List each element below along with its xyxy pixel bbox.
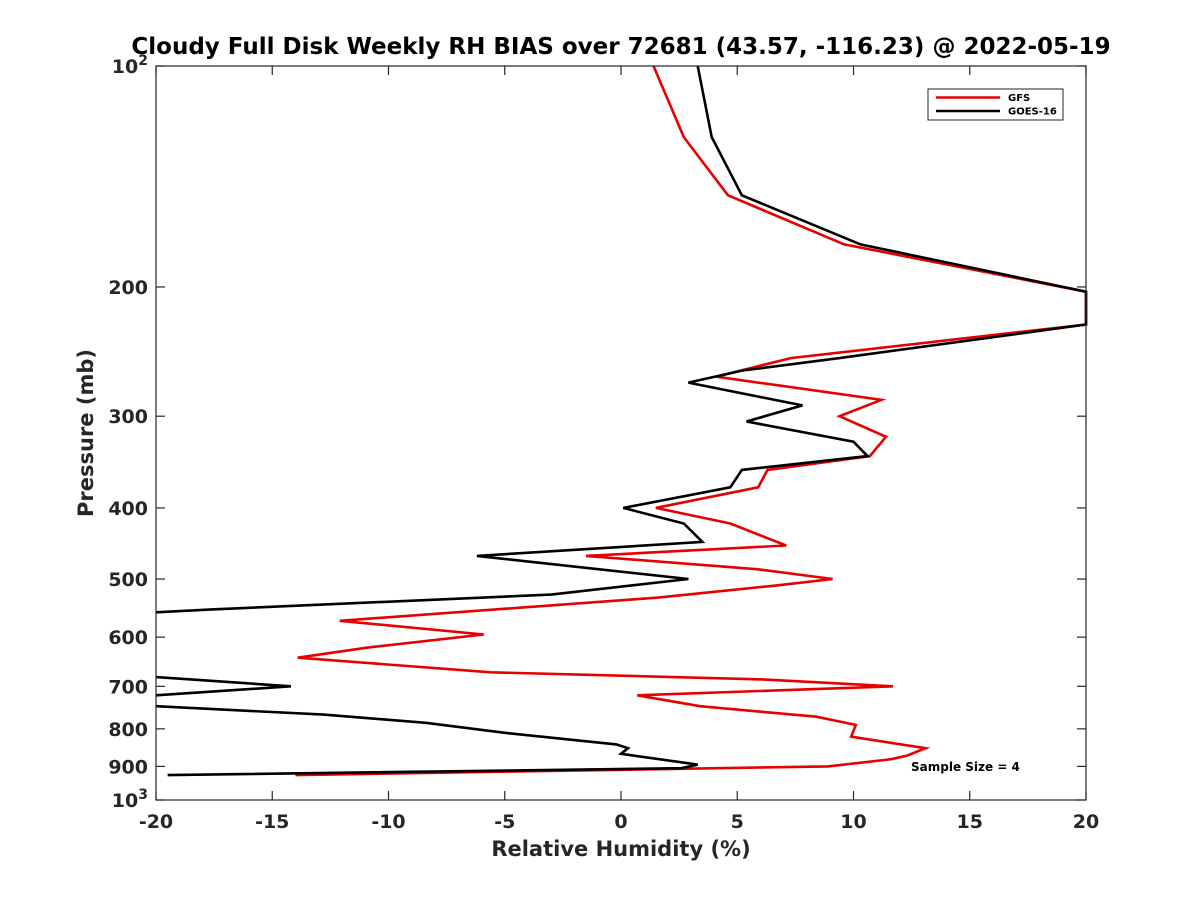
series-line-goes16: [155, 65, 1088, 614]
y-tick-label: 200: [108, 277, 148, 299]
legend-label-goes16: GOES-16: [1008, 107, 1057, 118]
y-tick-label: 900: [108, 756, 148, 778]
y-tick-label: 400: [108, 498, 148, 520]
y-tick-label: 103: [112, 787, 148, 812]
y-axis: 102 200 300 400 500 600 700 800 900 103: [108, 53, 1086, 812]
legend: GFS GOES-16: [927, 88, 1064, 121]
x-tick-label: 5: [731, 811, 744, 833]
plot-lines: [155, 65, 1088, 777]
series-line-goes16-segment-3: [155, 704, 698, 777]
y-axis-label: Pressure (mb): [74, 349, 98, 517]
series-line-gfs: [295, 65, 1088, 777]
y-tick-label: 600: [108, 627, 148, 649]
x-tick-label: -5: [494, 811, 515, 833]
chart-title: Cloudy Full Disk Weekly RH BIAS over 726…: [131, 34, 1110, 60]
x-tick-label: 15: [957, 811, 983, 833]
sample-size-annotation: Sample Size = 4: [911, 760, 1020, 774]
x-tick-label: 10: [840, 811, 866, 833]
series-line-goes16-segment-2: [155, 675, 291, 697]
x-tick-label: 0: [614, 811, 627, 833]
legend-box: [927, 88, 1064, 121]
x-axis: -20 -15 -10 -5 0 5 10 15 20: [139, 66, 1099, 833]
x-tick-label: -20: [139, 811, 173, 833]
y-tick-label: 800: [108, 719, 148, 741]
x-tick-label: -10: [371, 811, 405, 833]
y-tick-label: 102: [112, 53, 148, 78]
x-tick-label: -15: [255, 811, 289, 833]
y-tick-label: 700: [108, 676, 148, 698]
plot-frame: [155, 65, 1087, 801]
x-axis-label: Relative Humidity (%): [491, 837, 750, 861]
y-tick-label: 500: [108, 569, 148, 591]
x-tick-label: 20: [1073, 811, 1099, 833]
legend-label-gfs: GFS: [1008, 93, 1030, 104]
y-tick-label: 300: [108, 406, 148, 428]
